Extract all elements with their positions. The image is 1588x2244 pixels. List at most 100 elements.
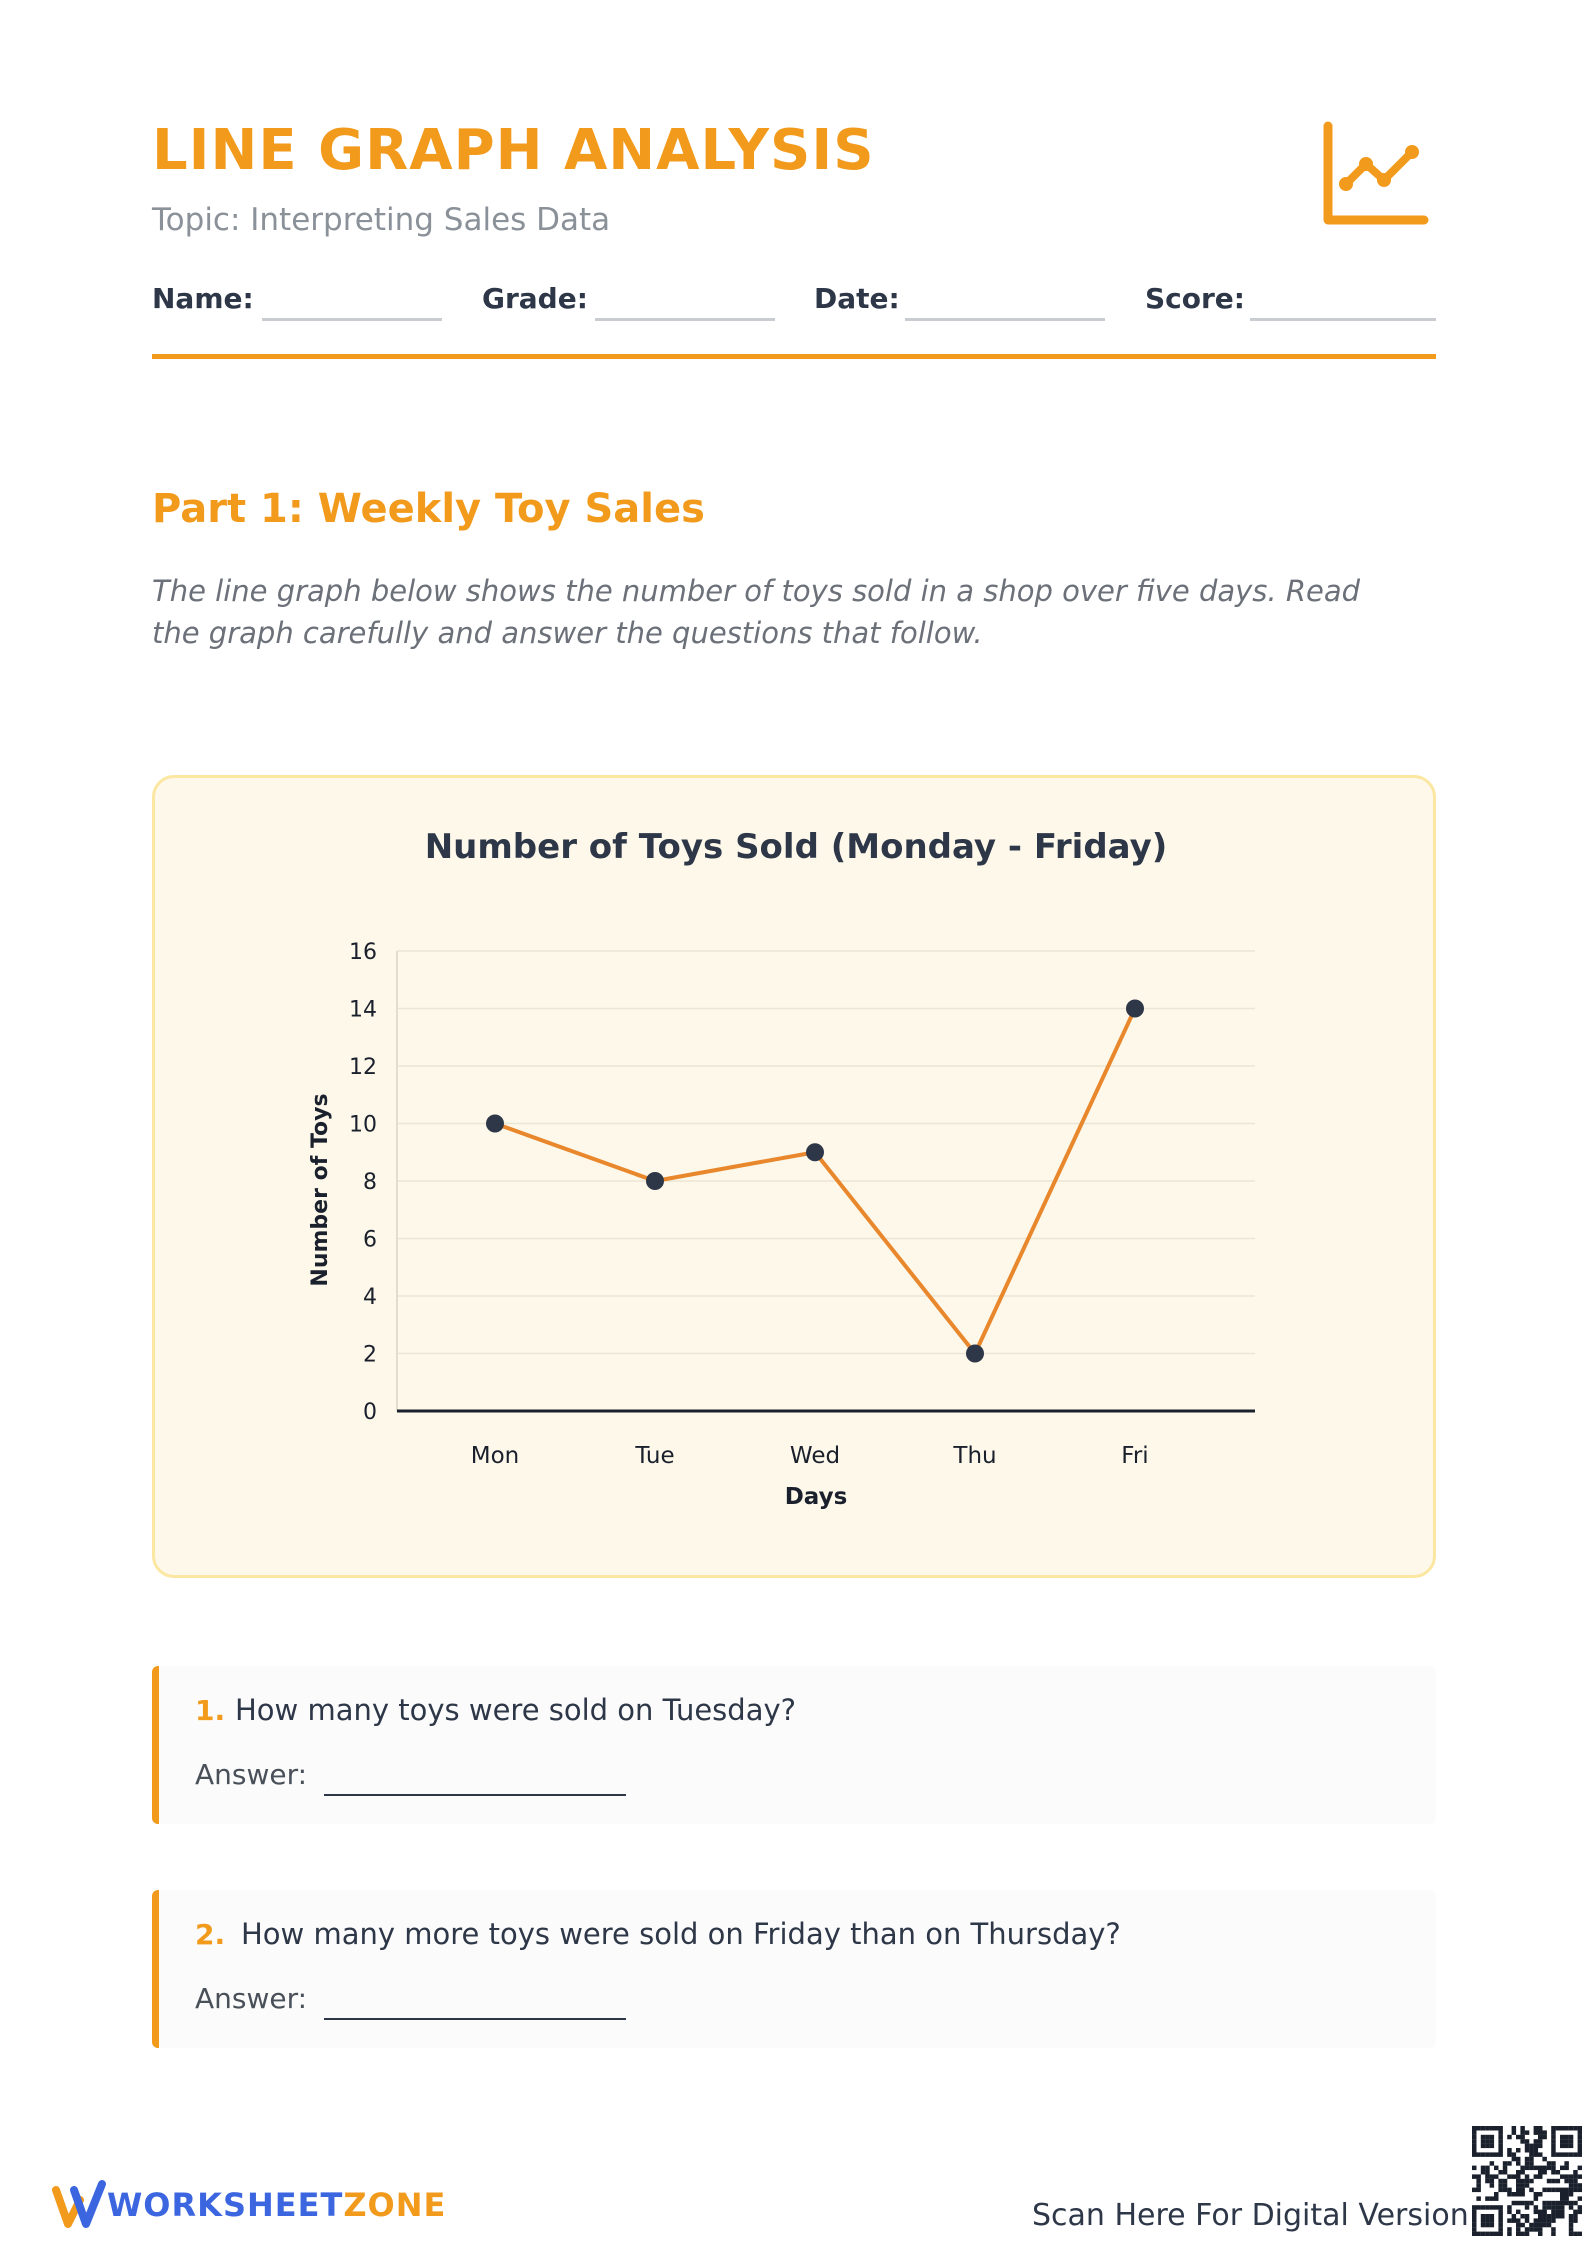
- qr-module: [1507, 2227, 1512, 2232]
- qr-module: [1538, 2139, 1543, 2144]
- qr-module: [1568, 2205, 1574, 2210]
- date-field[interactable]: [905, 318, 1105, 321]
- qr-module: [1577, 2143, 1582, 2149]
- qr-module: [1551, 2200, 1556, 2206]
- y-tick-label: 8: [363, 1170, 377, 1195]
- qr-module: [1568, 2200, 1574, 2206]
- qr-module: [1524, 2148, 1530, 2153]
- qr-module: [1538, 2126, 1543, 2131]
- x-axis-label: Days: [785, 1484, 848, 1510]
- qr-module: [1577, 2196, 1582, 2201]
- name-label: Name:: [152, 282, 254, 315]
- qr-module: [1520, 2178, 1525, 2184]
- question-card-1: 1. How many toys were sold on Tuesday? A…: [152, 1666, 1436, 1824]
- y-tick-label: 10: [349, 1113, 377, 1138]
- qr-module: [1480, 2218, 1486, 2223]
- qr-module: [1577, 2187, 1582, 2193]
- qr-module: [1573, 2200, 1578, 2206]
- y-tick-label: 6: [363, 1228, 377, 1253]
- qr-module: [1529, 2187, 1534, 2193]
- qr-module: [1555, 2187, 1561, 2193]
- qr-module: [1472, 2143, 1477, 2149]
- qr-module: [1529, 2152, 1534, 2157]
- qr-module: [1472, 2126, 1477, 2131]
- data-point: [646, 1172, 664, 1190]
- qr-code-icon[interactable]: [1472, 2126, 1582, 2236]
- qr-module: [1564, 2174, 1569, 2179]
- qr-module: [1551, 2130, 1556, 2135]
- qr-module: [1568, 2178, 1574, 2184]
- qr-module: [1489, 2178, 1495, 2184]
- qr-module: [1489, 2222, 1495, 2228]
- line-chart-icon: [1323, 121, 1429, 225]
- qr-module: [1546, 2165, 1552, 2171]
- qr-module: [1480, 2126, 1486, 2131]
- qr-module: [1577, 2205, 1582, 2210]
- chart-title: Number of Toys Sold (Monday - Friday): [425, 827, 1168, 867]
- qr-module: [1516, 2227, 1521, 2232]
- data-point: [1126, 999, 1144, 1018]
- qr-module: [1542, 2214, 1547, 2219]
- qr-module: [1555, 2200, 1561, 2206]
- qr-module: [1498, 2205, 1503, 2210]
- qr-module: [1494, 2205, 1499, 2210]
- qr-module: [1542, 2170, 1547, 2175]
- qr-module: [1498, 2214, 1503, 2219]
- qr-module: [1507, 2148, 1512, 2153]
- qr-module: [1529, 2227, 1534, 2232]
- qr-module: [1560, 2134, 1565, 2140]
- qr-module: [1533, 2192, 1539, 2197]
- answer-field[interactable]: [324, 2018, 626, 2020]
- qr-module: [1542, 2187, 1547, 2193]
- qr-module: [1564, 2165, 1569, 2171]
- grade-field[interactable]: [595, 318, 775, 321]
- qr-module: [1577, 2126, 1582, 2131]
- qr-module: [1577, 2209, 1582, 2215]
- qr-module: [1498, 2218, 1503, 2223]
- qr-module: [1555, 2126, 1561, 2131]
- qr-module: [1573, 2126, 1578, 2131]
- qr-module: [1524, 2161, 1530, 2166]
- qr-module: [1538, 2130, 1543, 2135]
- qr-module: [1485, 2143, 1490, 2149]
- question-number: 2.: [195, 1918, 226, 1951]
- qr-module: [1480, 2139, 1486, 2144]
- qr-module: [1494, 2165, 1499, 2171]
- qr-module: [1577, 2148, 1582, 2153]
- qr-module: [1480, 2231, 1486, 2236]
- qr-module: [1498, 2139, 1503, 2144]
- qr-module: [1568, 2214, 1574, 2219]
- score-field[interactable]: [1250, 318, 1436, 321]
- brand-name[interactable]: WORKSHEETZONE: [107, 2186, 446, 2224]
- qr-module: [1551, 2178, 1556, 2184]
- answer-field[interactable]: [324, 1794, 626, 1796]
- qr-module: [1498, 2152, 1503, 2157]
- qr-module: [1476, 2196, 1481, 2201]
- qr-module: [1560, 2187, 1565, 2193]
- qr-module: [1498, 2130, 1503, 2135]
- qr-module: [1516, 2178, 1521, 2184]
- qr-module: [1538, 2218, 1543, 2223]
- name-field[interactable]: [262, 318, 442, 321]
- qr-module: [1489, 2161, 1495, 2166]
- qr-module: [1502, 2183, 1508, 2188]
- qr-module: [1502, 2187, 1508, 2193]
- qr-module: [1524, 2178, 1530, 2184]
- qr-module: [1564, 2139, 1569, 2144]
- qr-module: [1520, 2139, 1525, 2144]
- qr-module: [1533, 2130, 1539, 2135]
- line-chart: Number of Toys Sold (Monday - Friday) Nu…: [308, 827, 1255, 1510]
- qr-module: [1533, 2174, 1539, 2179]
- qr-module: [1538, 2209, 1543, 2215]
- qr-module: [1507, 2152, 1512, 2157]
- qr-module: [1538, 2174, 1543, 2179]
- brand-name-part2: ZONE: [343, 2186, 447, 2224]
- qr-module: [1472, 2231, 1477, 2236]
- qr-module: [1489, 2126, 1495, 2131]
- qr-module: [1533, 2222, 1539, 2228]
- qr-module: [1538, 2152, 1543, 2157]
- qr-module: [1494, 2126, 1499, 2131]
- qr-module: [1511, 2156, 1517, 2162]
- qr-module: [1498, 2187, 1503, 2193]
- qr-module: [1498, 2231, 1503, 2236]
